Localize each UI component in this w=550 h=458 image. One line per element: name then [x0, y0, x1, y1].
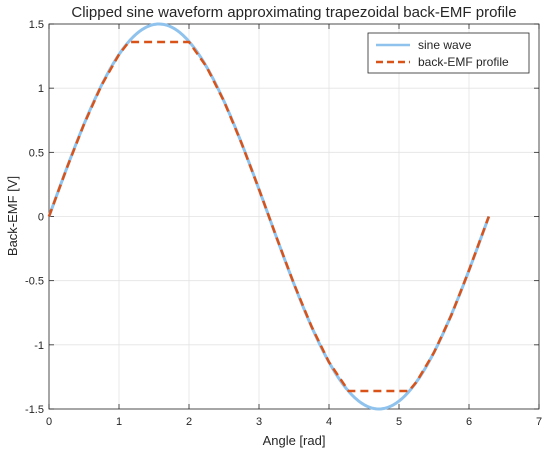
- ticks: 0 1 2 3 4 5 6 7 -1.5 -1 -0.5 0 0.5 1 1.5: [25, 19, 542, 428]
- x-axis-label: Angle [rad]: [263, 433, 326, 448]
- y-tick-label: 1.5: [29, 19, 44, 31]
- y-axis-label: Back-EMF [V]: [5, 176, 20, 256]
- series-layer: [47, 22, 491, 411]
- series-line-back-emf-profile: [47, 40, 490, 393]
- x-tick-label: 5: [396, 416, 402, 428]
- y-tick-label: 0: [38, 212, 44, 224]
- x-tick-label: 0: [46, 416, 52, 428]
- legend: sine wave back-EMF profile: [367, 32, 530, 74]
- y-tick-label: -0.5: [25, 276, 44, 288]
- x-tick-label: 1: [116, 416, 122, 428]
- y-tick-label: 1: [38, 83, 44, 95]
- legend-label-back-emf-profile: back-EMF profile: [418, 55, 509, 69]
- x-tick-label: 4: [326, 416, 332, 428]
- x-tick-label: 2: [186, 416, 192, 428]
- y-tick-label: -1.5: [25, 404, 44, 416]
- chart-title: Clipped sine waveform approximating trap…: [71, 4, 516, 21]
- legend-box: [367, 32, 530, 74]
- y-tick-label: 0.5: [29, 147, 44, 159]
- x-tick-label: 7: [536, 416, 542, 428]
- legend-label-sine-wave: sine wave: [418, 38, 472, 52]
- x-tick-label: 3: [256, 416, 262, 428]
- y-tick-label: -1: [34, 340, 44, 352]
- x-tick-label: 6: [466, 416, 472, 428]
